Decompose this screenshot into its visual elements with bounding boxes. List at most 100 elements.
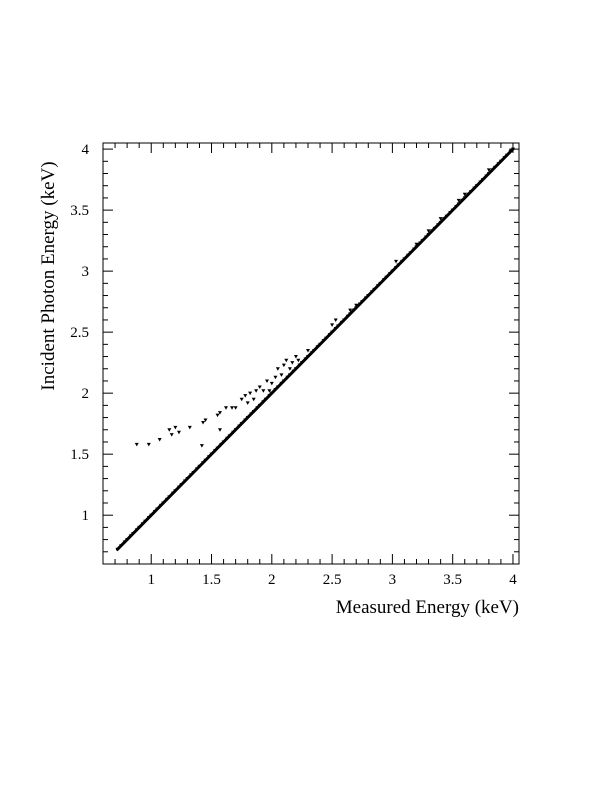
data-point: [243, 418, 248, 423]
data-point: [284, 358, 289, 363]
data-point: [372, 287, 377, 292]
data-point: [122, 540, 127, 545]
data-point: [384, 275, 389, 280]
data-point: [281, 363, 286, 368]
x-tick-label: 3: [389, 572, 397, 588]
data-point: [426, 233, 431, 237]
data-point: [348, 312, 353, 316]
data-point: [484, 174, 489, 178]
data-point: [158, 503, 163, 508]
data-point: [321, 339, 326, 343]
data-point: [239, 397, 244, 402]
data-point: [336, 324, 341, 329]
data-point: [191, 470, 196, 475]
data-point: [297, 363, 302, 368]
y-tick-label: 2.5: [70, 325, 89, 341]
data-point: [201, 461, 206, 465]
data-point: [498, 159, 503, 164]
data-point: [342, 318, 347, 322]
data-point: [279, 373, 284, 377]
x-tick-label: 1.5: [202, 572, 221, 588]
data-point: [213, 449, 218, 453]
data-point: [492, 165, 497, 170]
data-point: [146, 442, 151, 447]
data-point: [203, 458, 208, 463]
data-point: [351, 308, 356, 313]
y-tick-label: 1.5: [70, 447, 89, 463]
data-point: [330, 330, 335, 335]
axis-tick-labels: 1 1.5 2 2.5 3 3.5 4 1 1.5 2 2.5 3 3.5 4: [70, 142, 517, 588]
data-point: [496, 162, 501, 166]
data-point: [396, 263, 401, 268]
data-point: [291, 369, 296, 374]
data-point: [412, 247, 417, 252]
data-point: [448, 211, 453, 215]
data-point: [223, 406, 228, 410]
data-point: [456, 202, 461, 207]
data-point: [472, 186, 477, 191]
data-point: [267, 389, 272, 393]
data-point: [490, 168, 495, 172]
data-point: [185, 477, 190, 481]
x-tick-label: 1: [147, 572, 155, 588]
data-point: [187, 425, 192, 430]
data-point: [233, 428, 238, 432]
data-point: [267, 394, 272, 398]
data-point: [269, 381, 274, 386]
data-point: [408, 251, 413, 255]
data-point: [480, 178, 485, 182]
data-point: [245, 401, 250, 405]
data-point: [225, 436, 230, 441]
data-point: [318, 342, 323, 347]
data-point: [394, 265, 399, 270]
data-point: [243, 394, 248, 398]
data-point: [201, 420, 206, 425]
data-point: [273, 387, 278, 392]
y-tick-label: 2: [82, 386, 90, 402]
axis-ticks: [103, 143, 519, 564]
data-point: [466, 192, 471, 197]
data-point: [176, 430, 181, 435]
x-tick-label: 4: [509, 572, 517, 588]
data-point: [119, 544, 124, 548]
y-tick-label: 4: [82, 142, 90, 158]
data-point: [157, 438, 162, 442]
data-point: [221, 440, 226, 444]
data-point: [169, 433, 174, 437]
data-point: [369, 290, 374, 294]
data-point: [227, 434, 232, 438]
data-point: [152, 510, 157, 514]
data-point: [249, 412, 254, 416]
data-point: [248, 391, 253, 396]
data-point: [305, 355, 310, 359]
data-point: [230, 406, 235, 410]
y-tick-label: 3: [82, 264, 90, 280]
data-point: [199, 444, 204, 448]
data-point: [460, 198, 465, 203]
data-point: [134, 442, 139, 447]
data-points: [115, 147, 515, 552]
data-point: [438, 220, 443, 225]
data-point: [290, 361, 295, 365]
data-point: [474, 184, 479, 188]
data-point: [303, 357, 308, 361]
data-point: [269, 391, 274, 396]
data-point: [324, 336, 329, 341]
y-tick-label: 3.5: [70, 203, 89, 219]
data-point: [432, 226, 437, 231]
data-point: [137, 525, 142, 530]
data-point: [366, 294, 371, 298]
data-point: [179, 483, 184, 487]
data-point: [155, 507, 160, 512]
data-point: [390, 269, 395, 274]
data-point: [406, 253, 411, 258]
data-point: [149, 513, 154, 518]
data-point: [363, 296, 368, 300]
data-point: [143, 519, 148, 524]
data-point: [239, 422, 244, 426]
data-point: [215, 446, 220, 451]
data-point: [426, 229, 431, 233]
data-point: [436, 223, 441, 227]
data-point: [339, 320, 344, 325]
